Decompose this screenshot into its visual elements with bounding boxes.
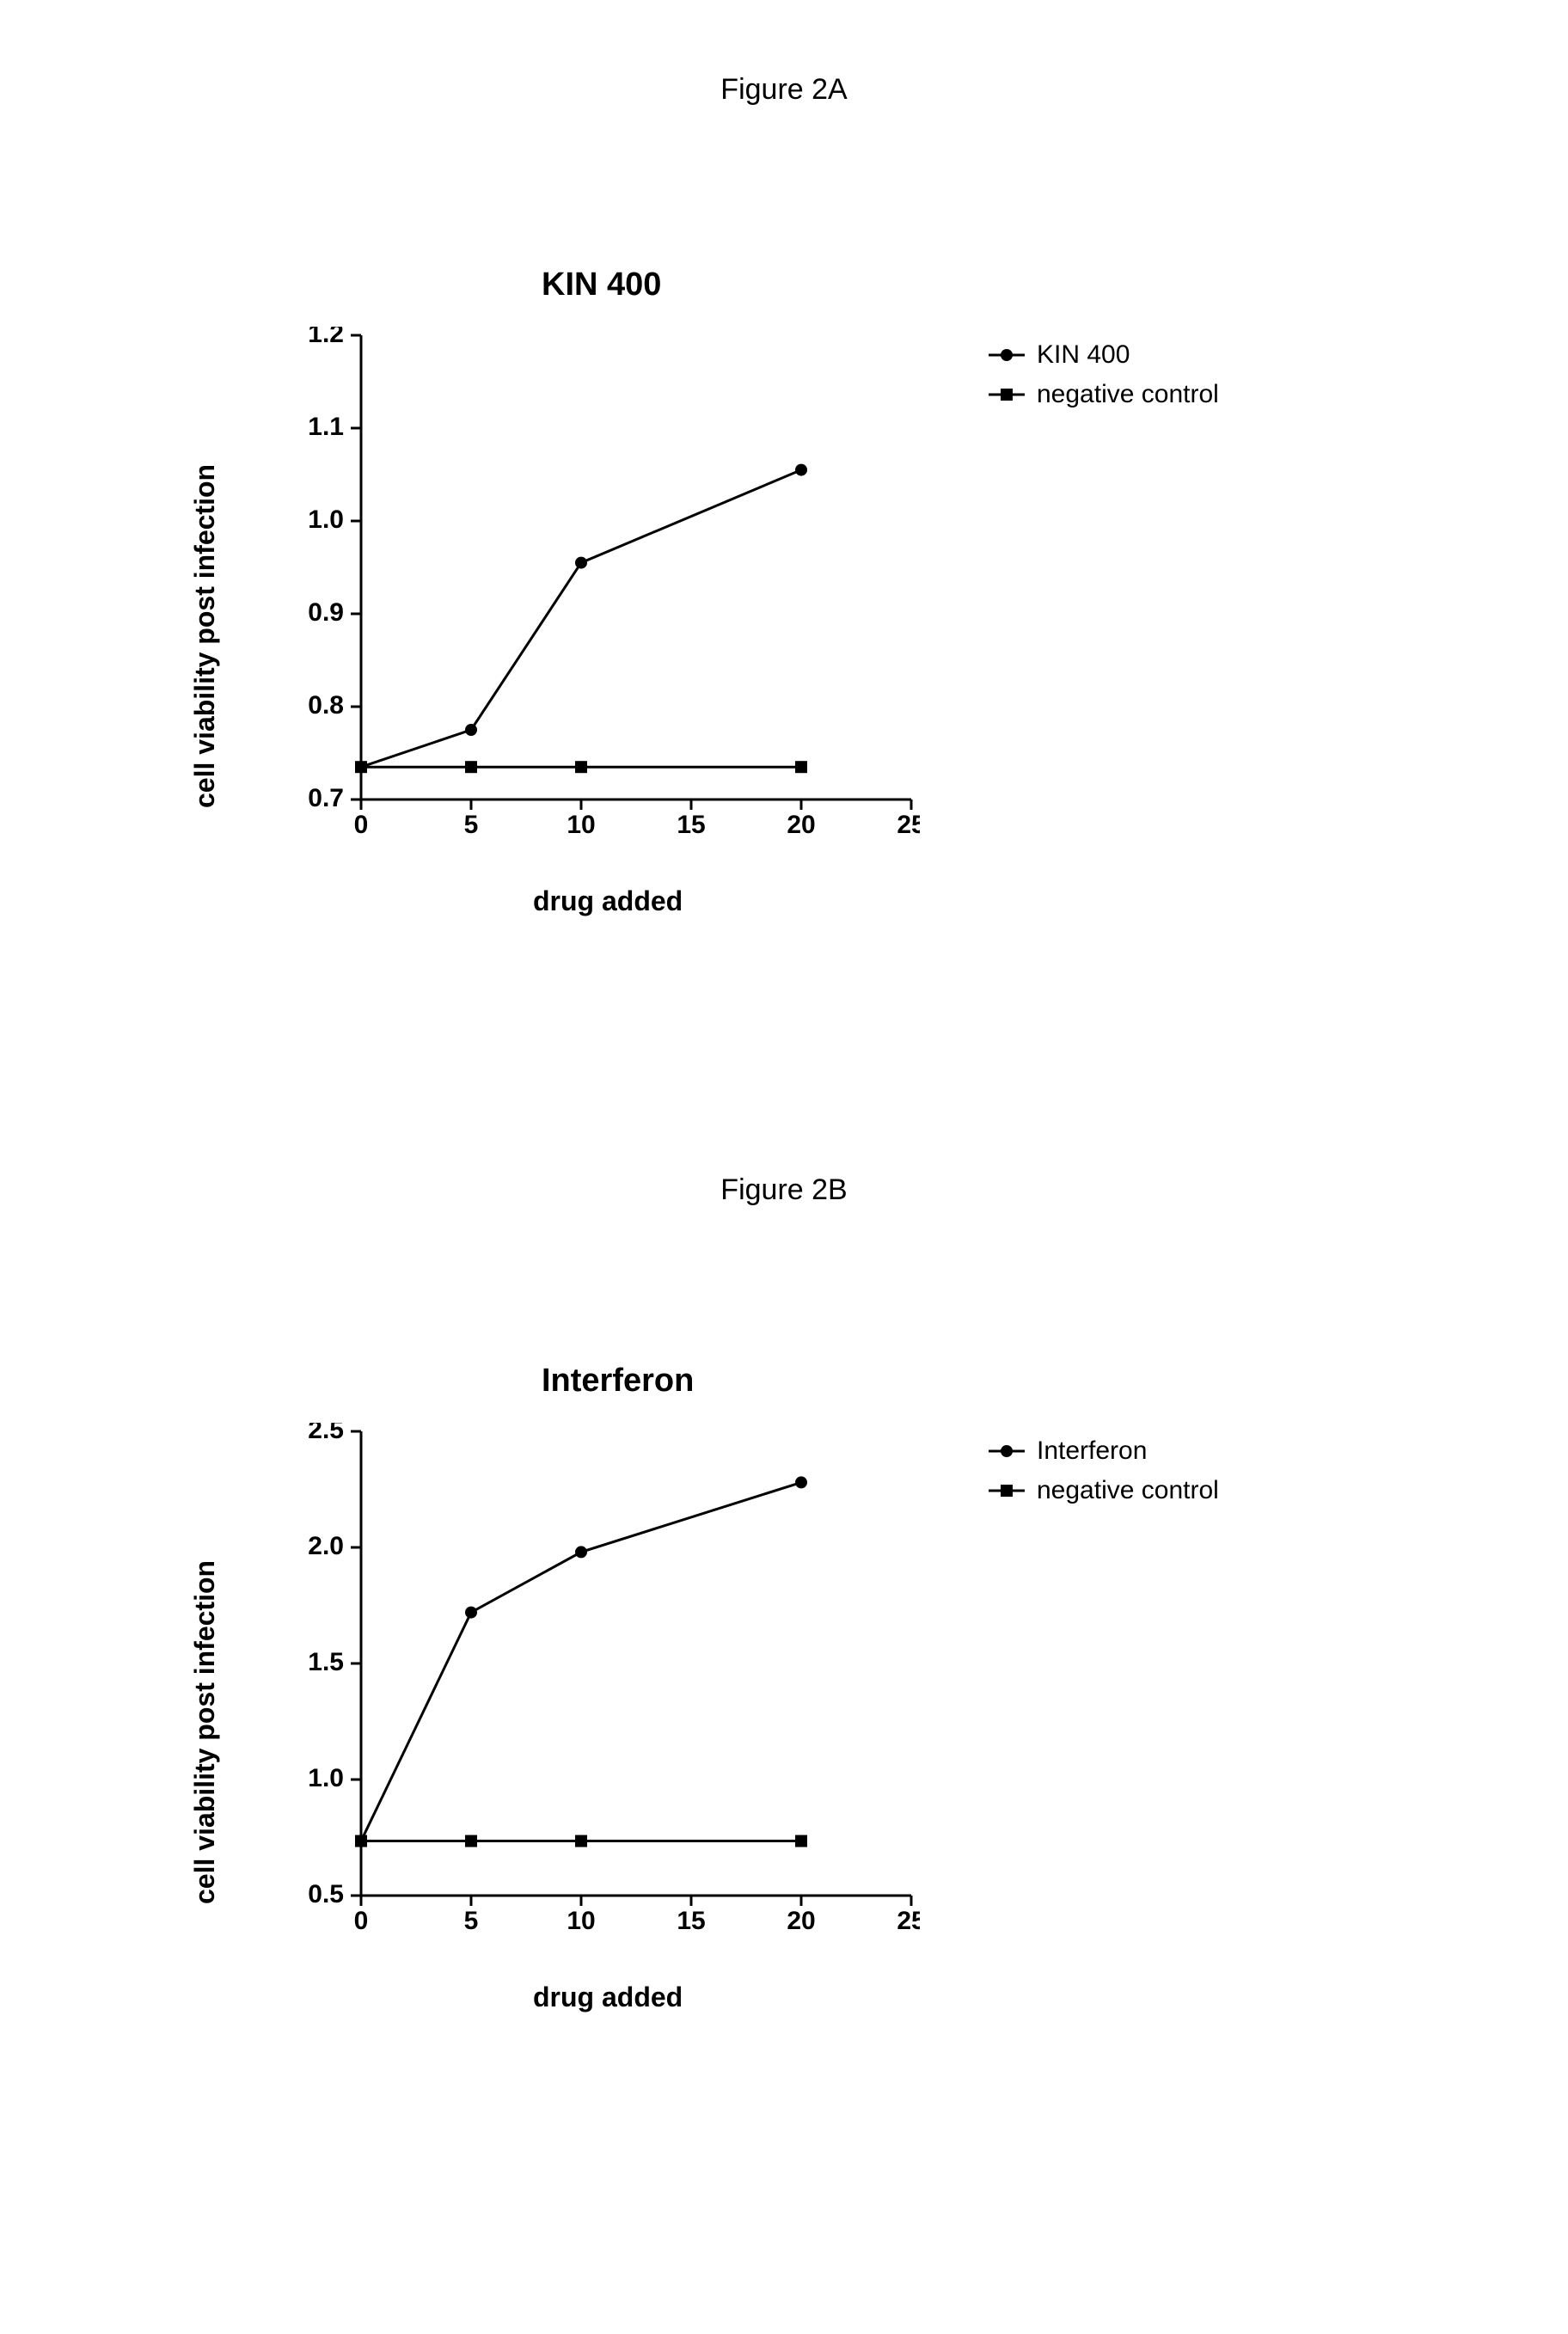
svg-text:0.7: 0.7 [308, 784, 344, 812]
legend-item: KIN 400 [989, 340, 1219, 371]
legend-item: Interferon [989, 1436, 1219, 1467]
chart-kin400: KIN 400 0.70.80.91.01.11.20510152025 cel… [198, 266, 1367, 954]
y-axis-label-text-interferon: cell viability post infection [189, 1560, 220, 1904]
svg-text:2.0: 2.0 [308, 1532, 344, 1560]
svg-text:5: 5 [464, 1907, 479, 1935]
figure-2b-label: Figure 2B [0, 1173, 1568, 1207]
svg-text:0.5: 0.5 [308, 1880, 344, 1908]
svg-text:5: 5 [464, 811, 479, 839]
svg-text:15: 15 [677, 1907, 705, 1935]
legend-label: negative control [1037, 380, 1219, 409]
circle-marker-icon [989, 346, 1025, 364]
y-axis-label-interferon: cell viability post infection [189, 1560, 221, 1904]
svg-text:1.0: 1.0 [308, 505, 344, 534]
plot-area-kin400: 0.7 0.8 0.9 1.0 1.1 1.2 0 5 10 15 20 25 [301, 327, 920, 842]
svg-text:20: 20 [787, 811, 815, 839]
legend-label: Interferon [1037, 1437, 1147, 1466]
svg-text:0.8: 0.8 [308, 691, 344, 720]
svg-text:1.0: 1.0 [308, 1764, 344, 1792]
legend-label: negative control [1037, 1476, 1219, 1505]
svg-text:10: 10 [567, 1907, 595, 1935]
legend-kin400: KIN 400 negative control [989, 340, 1219, 419]
square-marker-icon [989, 386, 1025, 403]
legend-label: KIN 400 [1037, 340, 1130, 370]
chart-interferon: Interferon 0.51.01.52.02.50510152025 cel… [198, 1363, 1367, 2050]
svg-text:1.1: 1.1 [308, 413, 344, 441]
svg-text:25: 25 [897, 811, 920, 839]
svg-text:1.2: 1.2 [308, 327, 344, 348]
svg-text:15: 15 [677, 811, 705, 839]
y-axis-label-text-kin400: cell viability post infection [189, 464, 220, 808]
svg-text:1.5: 1.5 [308, 1648, 344, 1676]
x-axis-label-kin400: drug added [533, 885, 683, 917]
legend-interferon: Interferon negative control [989, 1436, 1219, 1515]
plot-svg: 0.7 0.8 0.9 1.0 1.1 1.2 0 5 10 15 20 25 [301, 327, 920, 842]
page: Figure 2A KIN 400 0.7 0.8 0.9 1.0 1.1 1.2 0 5 10… [0, 0, 1568, 2334]
circle-marker-icon [989, 1443, 1025, 1460]
svg-text:20: 20 [787, 1907, 815, 1935]
chart-title-interferon: Interferon [542, 1363, 694, 1400]
svg-text:10: 10 [567, 811, 595, 839]
plot-area-interferon: 0.5 1.0 1.5 2.0 2.5 0 5 10 15 20 25 [301, 1423, 920, 1939]
x-axis-label-interferon: drug added [533, 1982, 683, 2013]
legend-item: negative control [989, 379, 1219, 410]
y-axis-label-kin400: cell viability post infection [189, 464, 221, 808]
svg-text:0: 0 [354, 1907, 369, 1935]
svg-text:25: 25 [897, 1907, 920, 1935]
figure-2a-label: Figure 2A [0, 73, 1568, 107]
legend-item: negative control [989, 1475, 1219, 1506]
square-marker-icon [989, 1482, 1025, 1499]
svg-text:0.9: 0.9 [308, 598, 344, 627]
svg-text:0: 0 [354, 811, 369, 839]
chart-title-kin400: KIN 400 [542, 266, 661, 303]
plot-svg: 0.5 1.0 1.5 2.0 2.5 0 5 10 15 20 25 [301, 1423, 920, 1939]
svg-text:2.5: 2.5 [308, 1423, 344, 1444]
